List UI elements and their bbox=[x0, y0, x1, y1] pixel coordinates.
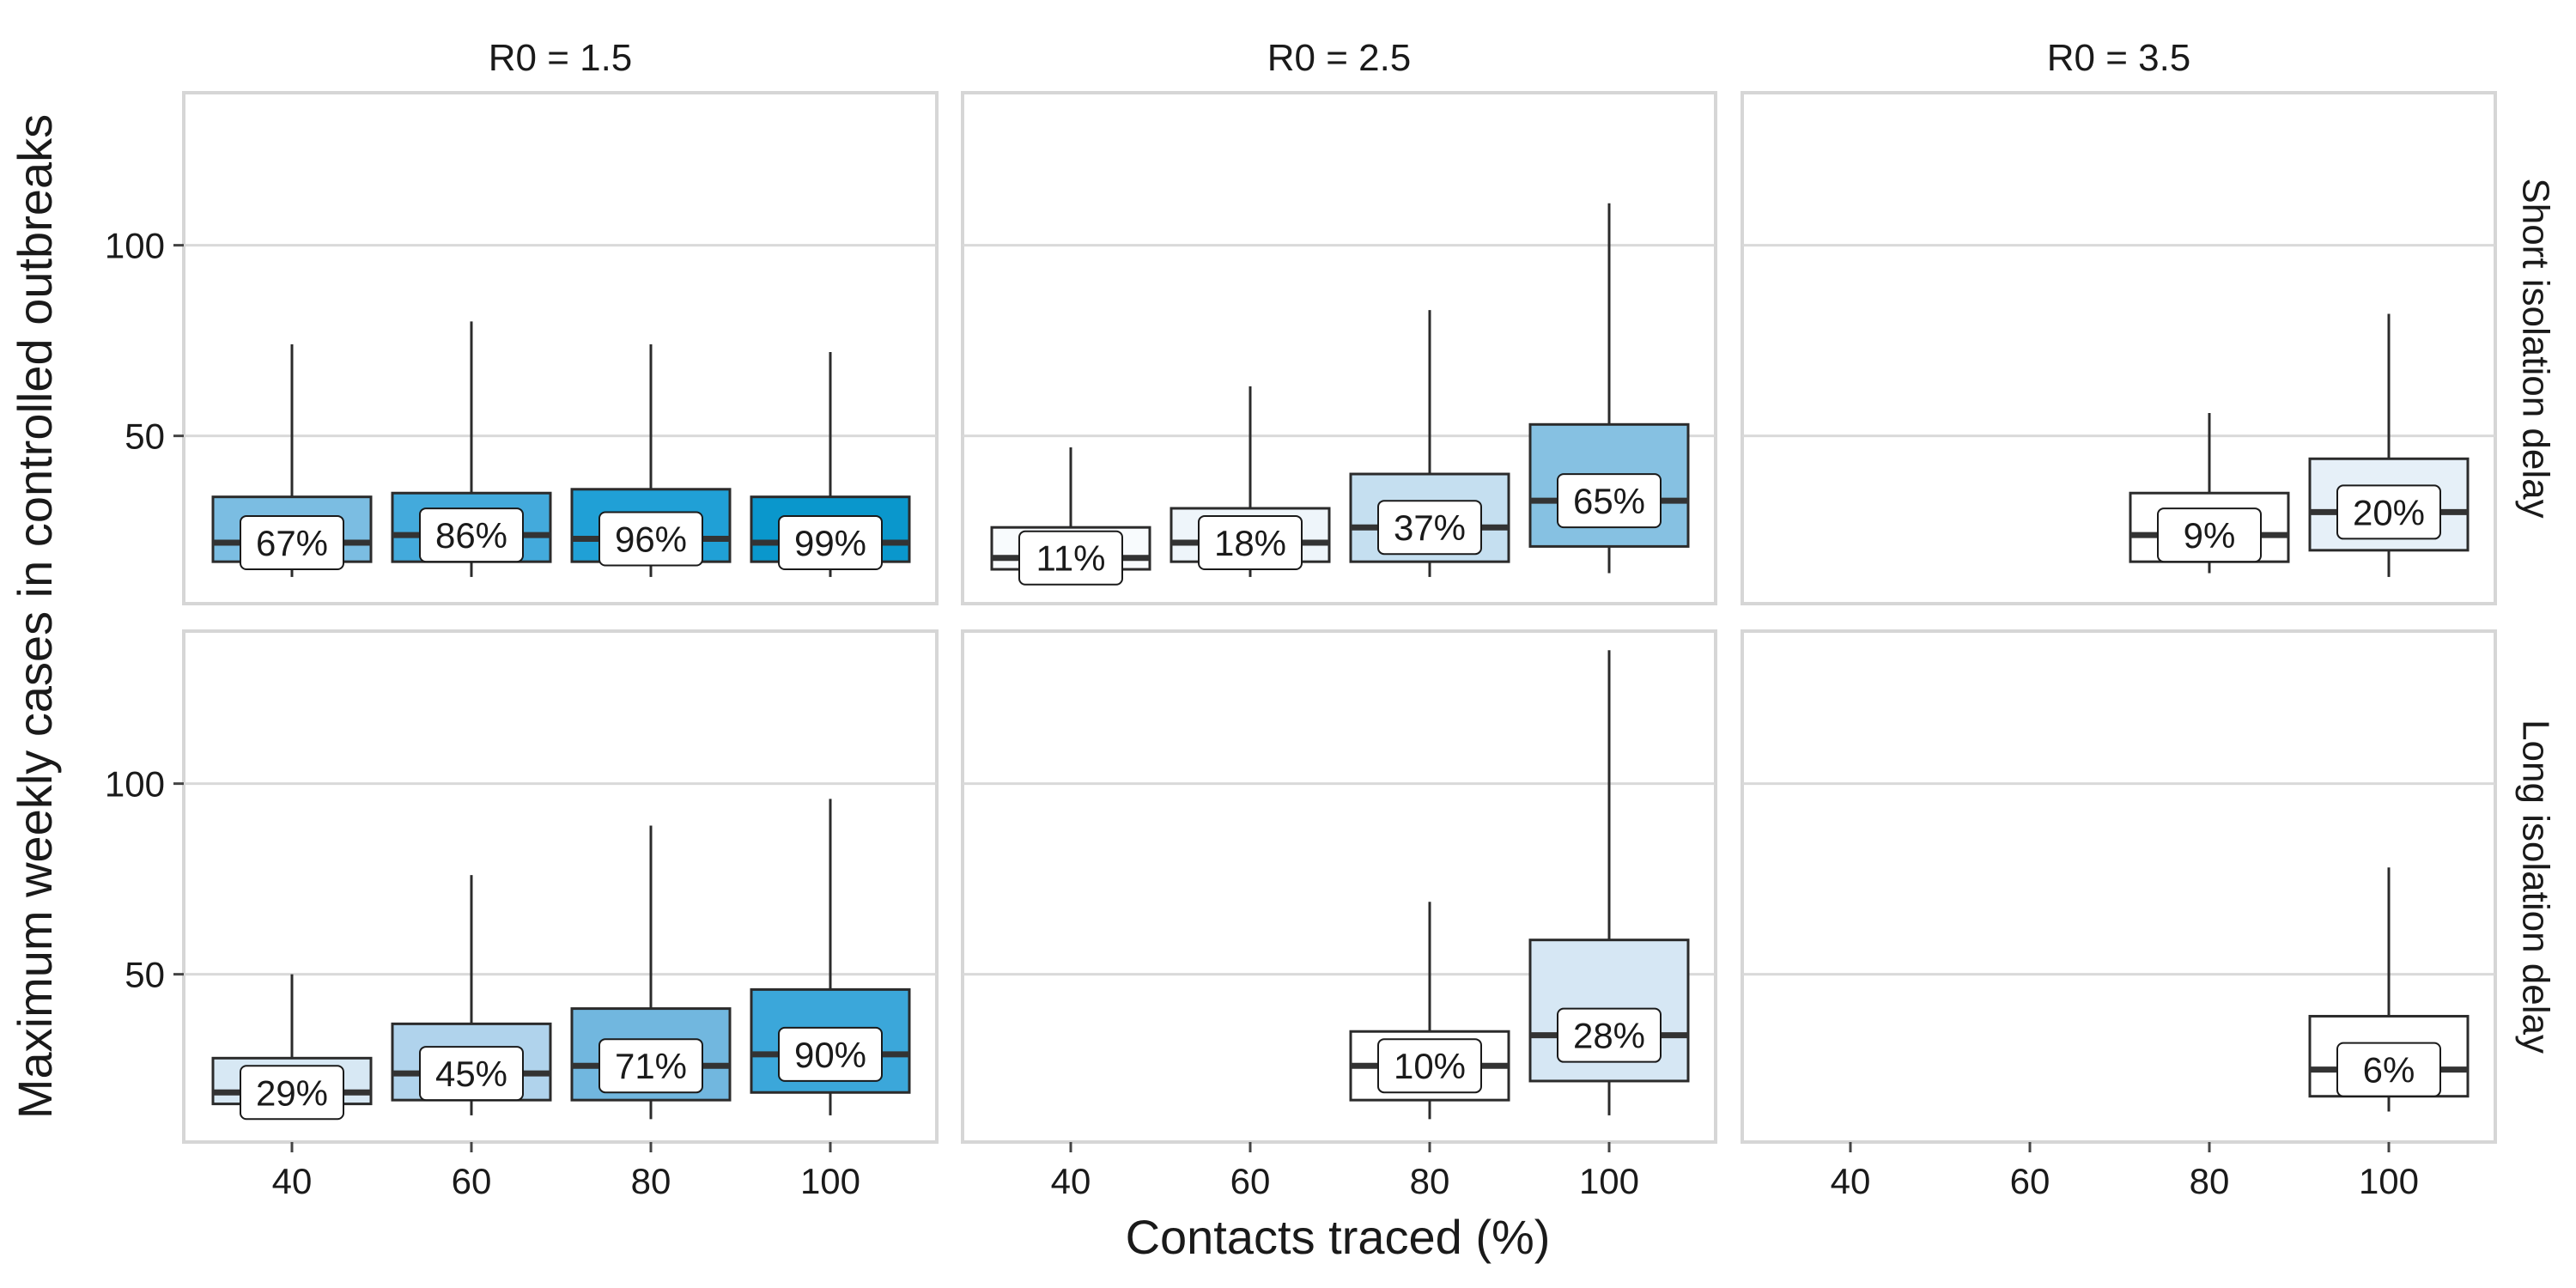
percent-label: 96% bbox=[615, 519, 687, 560]
percent-label-box bbox=[240, 1065, 344, 1121]
percent-label: 10% bbox=[1394, 1046, 1466, 1086]
percent-label-box bbox=[419, 1046, 524, 1102]
boxes-r1-c3: 9% 20% bbox=[2129, 313, 2470, 577]
column-strip-title: R0 = 1.5 bbox=[489, 37, 633, 79]
panels-layer: R0 = 1.5 R0 = 2.5 R0 = 3.5 Short isolation … bbox=[105, 37, 2556, 1201]
percent-label-box bbox=[778, 514, 883, 570]
y-axis-title: Maximum weekly cases in controlled outbr… bbox=[8, 114, 62, 1119]
boxes-r1-c1: 67% 86% 96% 99% bbox=[211, 321, 911, 577]
x-tick-label: 80 bbox=[1410, 1161, 1450, 1201]
percent-label: 65% bbox=[1573, 481, 1645, 521]
percent-label-box bbox=[2157, 507, 2262, 563]
y-tick-label: 50 bbox=[125, 955, 165, 995]
x-tick-label: 60 bbox=[1230, 1161, 1271, 1201]
percent-label-box bbox=[2336, 484, 2441, 540]
column-strip-title: R0 = 3.5 bbox=[2047, 37, 2191, 79]
percent-label: 90% bbox=[794, 1035, 866, 1075]
percent-label: 11% bbox=[1036, 538, 1106, 579]
x-tick-label: 60 bbox=[2010, 1161, 2050, 1201]
row-strip-title: Short isolation delay bbox=[2514, 178, 2556, 518]
percent-label: 99% bbox=[794, 523, 866, 563]
percent-label: 37% bbox=[1394, 507, 1466, 548]
x-tick-label: 60 bbox=[452, 1161, 492, 1201]
y-tick-label: 100 bbox=[105, 764, 165, 805]
percent-label-box bbox=[1198, 514, 1303, 570]
percent-label-box bbox=[240, 514, 344, 570]
boxes-r2-c1: 29% 45% 71% 90% bbox=[211, 799, 911, 1121]
percent-label-box bbox=[598, 511, 703, 567]
percent-label-box bbox=[1018, 530, 1123, 586]
percent-label: 9% bbox=[2184, 515, 2236, 556]
percent-label: 67% bbox=[256, 523, 328, 563]
percent-label-box bbox=[2336, 1042, 2441, 1097]
percent-label-box bbox=[598, 1038, 703, 1094]
x-tick-label: 40 bbox=[1051, 1161, 1091, 1201]
percent-label: 20% bbox=[2353, 492, 2425, 532]
percent-label-box bbox=[1377, 500, 1482, 556]
column-strip-title: R0 = 2.5 bbox=[1267, 37, 1412, 79]
percent-label: 6% bbox=[2363, 1050, 2415, 1091]
row-strip-title: Long isolation delay bbox=[2514, 720, 2556, 1054]
percent-label: 29% bbox=[256, 1072, 328, 1113]
percent-label-box bbox=[1557, 473, 1662, 529]
percent-label: 18% bbox=[1214, 523, 1286, 563]
x-tick-label: 80 bbox=[631, 1161, 671, 1201]
percent-label: 28% bbox=[1573, 1016, 1645, 1056]
x-tick-label: 100 bbox=[1579, 1161, 1639, 1201]
percent-label: 86% bbox=[435, 515, 507, 556]
percent-label: 71% bbox=[615, 1046, 687, 1086]
percent-label: 45% bbox=[435, 1054, 507, 1094]
x-tick-label: 40 bbox=[272, 1161, 313, 1201]
x-tick-label: 100 bbox=[800, 1161, 860, 1201]
y-tick-label: 100 bbox=[105, 226, 165, 266]
boxes-r2-c2: 10% 28% bbox=[1349, 650, 1690, 1120]
percent-label-box bbox=[778, 1026, 883, 1082]
x-tick-label: 80 bbox=[2190, 1161, 2230, 1201]
percent-label-box bbox=[419, 507, 524, 563]
x-tick-label: 100 bbox=[2359, 1161, 2419, 1201]
percent-label-box bbox=[1557, 1007, 1662, 1063]
boxes-r2-c3: 6% bbox=[2308, 867, 2470, 1112]
x-axis-title: Contacts traced (%) bbox=[1126, 1210, 1551, 1264]
boxes-r1-c2: 11% 18% 37% 65% bbox=[990, 203, 1690, 586]
percent-label-box bbox=[1377, 1038, 1482, 1094]
y-tick-label: 50 bbox=[125, 416, 165, 457]
x-tick-label: 40 bbox=[1831, 1161, 1871, 1201]
